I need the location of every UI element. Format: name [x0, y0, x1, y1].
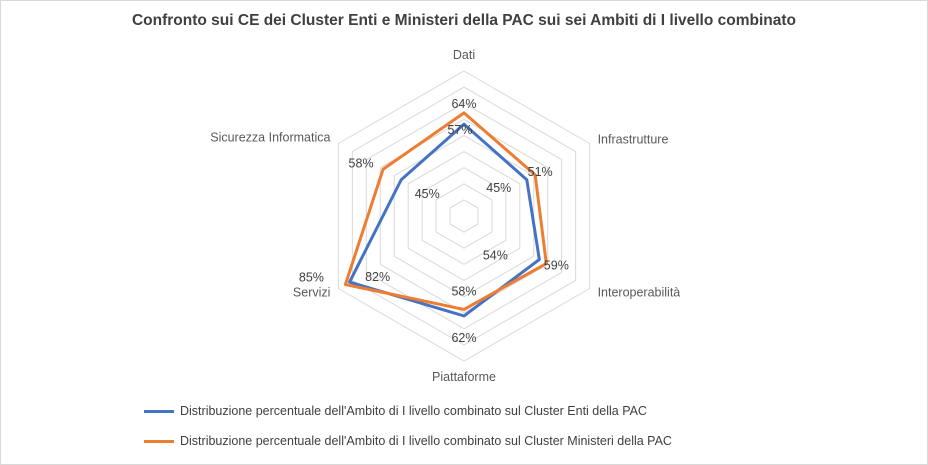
category-label: Sicurezza Informatica: [210, 131, 330, 145]
data-label: 58%: [349, 156, 374, 170]
grid-ring: [421, 167, 507, 265]
grid-ring: [351, 86, 577, 346]
category-label: Piattaforme: [432, 370, 496, 384]
data-label: 54%: [483, 249, 508, 263]
series-line-1: [343, 111, 548, 311]
legend-swatch-ministeri: [144, 439, 174, 443]
grid-ring: [379, 118, 549, 314]
grid-ring: [337, 70, 591, 362]
grid-ring: [449, 199, 479, 233]
data-label: 82%: [365, 270, 390, 284]
grid-ring: [407, 150, 521, 282]
legend-swatch-enti: [144, 409, 174, 413]
data-label: 85%: [299, 270, 324, 284]
data-label: 57%: [447, 123, 472, 137]
data-label: 45%: [415, 187, 440, 201]
legend-label-ministeri: Distribuzione percentuale dell'Ambito di…: [180, 434, 672, 448]
data-label: 58%: [451, 284, 476, 298]
data-label: 62%: [451, 331, 476, 345]
data-label: 59%: [544, 259, 569, 273]
data-label: 45%: [486, 181, 511, 195]
grid-ring: [365, 102, 563, 330]
legend-label-enti: Distribuzione percentuale dell'Ambito di…: [180, 404, 647, 418]
data-label: 51%: [528, 165, 553, 179]
legend-item-enti: Distribuzione percentuale dell'Ambito di…: [144, 402, 864, 420]
grid-ring: [435, 183, 493, 249]
grid-ring: [393, 134, 535, 298]
series-line-0: [348, 122, 541, 318]
legend-item-ministeri: Distribuzione percentuale dell'Ambito di…: [144, 432, 864, 450]
category-label: Infrastrutture: [598, 133, 669, 147]
data-label: 64%: [451, 97, 476, 111]
category-label: Servizi: [293, 286, 331, 300]
chart-title: Confronto sui CE dei Cluster Enti e Mini…: [131, 12, 796, 29]
category-label: Dati: [453, 48, 475, 62]
category-label: Interoperabilità: [598, 286, 681, 300]
